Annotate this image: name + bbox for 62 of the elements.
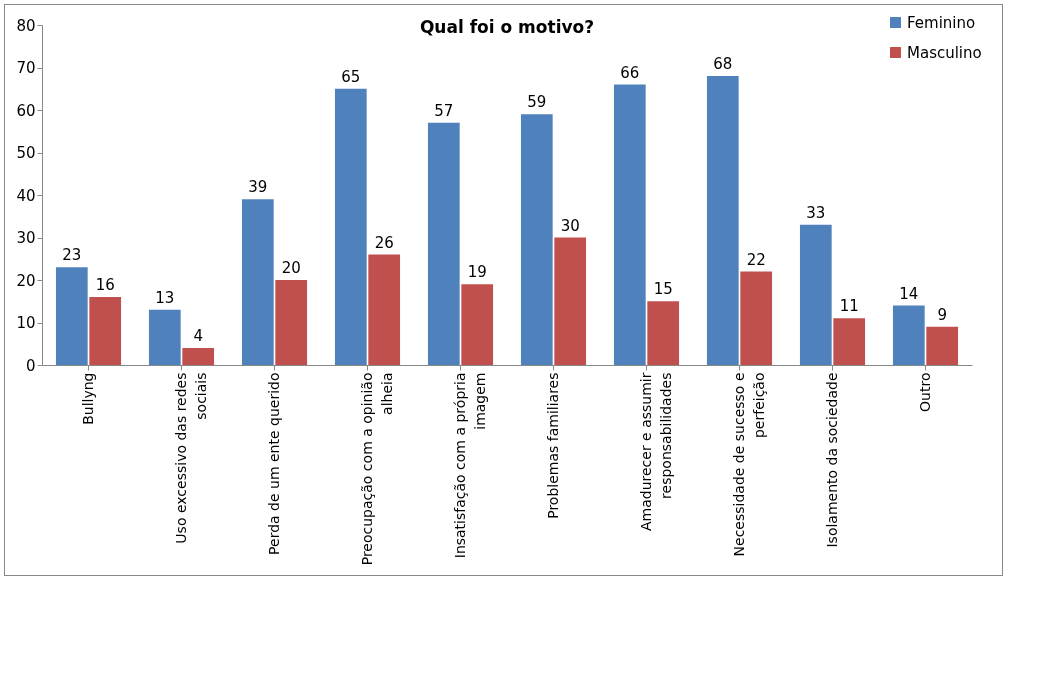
x-tick-label: Outro xyxy=(916,372,933,412)
bar xyxy=(334,88,367,365)
data-label: 16 xyxy=(95,276,115,294)
x-tick-label: Bullyng xyxy=(79,372,96,425)
data-label: 19 xyxy=(467,263,487,282)
bar xyxy=(368,254,401,365)
data-label: 30 xyxy=(560,216,580,235)
bar xyxy=(89,297,122,365)
y-tick-label: 80 xyxy=(16,16,36,35)
bar xyxy=(647,301,680,365)
bar xyxy=(55,267,88,365)
x-tick-label: Amadurecer e assumir responsabilidades xyxy=(637,372,674,532)
chart-title: Qual foi o motivo? xyxy=(419,17,595,37)
x-tick-label: Insatisfação com a própria imagem xyxy=(451,372,488,559)
data-label: 66 xyxy=(620,63,640,82)
bar xyxy=(275,280,308,365)
x-tick-label: Necessidade de sucesso e perfeição xyxy=(730,372,767,557)
y-tick-label: 70 xyxy=(16,59,36,77)
data-label: 13 xyxy=(155,288,175,307)
data-label: 68 xyxy=(713,55,733,73)
legend-label: Feminino xyxy=(907,13,976,32)
x-tick-label: Isolamento da sociedade xyxy=(823,372,840,548)
data-label: 22 xyxy=(746,250,766,269)
x-tick-label: Uso excessivo das redes sociais xyxy=(172,372,209,544)
bar xyxy=(740,271,773,365)
y-tick-label: 60 xyxy=(16,101,36,120)
data-label: 14 xyxy=(899,284,919,303)
data-label: 11 xyxy=(839,297,859,316)
y-tick-label: 40 xyxy=(16,186,36,205)
bar xyxy=(613,84,646,365)
bar xyxy=(427,122,460,365)
bar xyxy=(554,237,587,365)
legend-label: Masculino xyxy=(907,43,982,62)
bar xyxy=(148,309,181,365)
bar xyxy=(461,284,494,365)
y-tick-label: 10 xyxy=(16,314,36,332)
data-label: 39 xyxy=(248,178,268,197)
data-label: 15 xyxy=(653,280,673,299)
data-label: 57 xyxy=(434,101,454,120)
bar xyxy=(833,318,866,365)
y-tick-label: 30 xyxy=(16,229,36,247)
bar xyxy=(799,224,832,365)
data-label: 23 xyxy=(62,246,82,265)
data-label: 4 xyxy=(193,327,203,345)
y-tick-label: 0 xyxy=(25,356,36,375)
data-label: 33 xyxy=(806,203,826,222)
data-label: 65 xyxy=(341,67,361,86)
data-label: 20 xyxy=(281,259,301,277)
y-tick-label: 20 xyxy=(16,271,36,290)
x-tick-label: Problemas familiares xyxy=(544,372,561,519)
bar xyxy=(892,305,925,365)
data-label: 59 xyxy=(527,93,547,112)
bar xyxy=(520,114,553,365)
bar xyxy=(241,199,274,365)
data-label: 26 xyxy=(374,233,394,252)
bar xyxy=(926,326,959,365)
x-tick-label: Perda de um ente querido xyxy=(265,372,282,555)
y-tick-label: 50 xyxy=(16,144,36,162)
bar xyxy=(706,76,739,365)
data-label: 9 xyxy=(937,305,947,324)
bar xyxy=(182,348,215,365)
x-tick-label: Preocupação com a opinião alheia xyxy=(358,372,395,566)
